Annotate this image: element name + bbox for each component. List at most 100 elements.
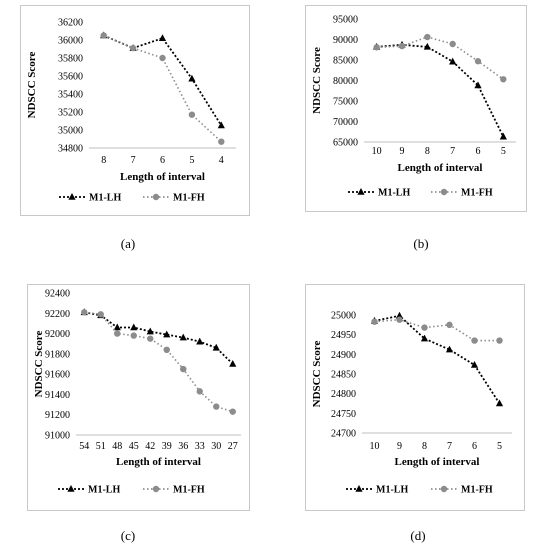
series-line-m1-lh xyxy=(376,43,505,138)
y-tick-label: 70000 xyxy=(333,117,358,128)
data-point-triangle xyxy=(146,327,154,335)
data-point-triangle xyxy=(179,333,187,341)
chart-panel-a: 34800 35000 35200 35400 35600 35800 36000 36200… xyxy=(20,5,250,216)
data-point-circle xyxy=(396,316,403,323)
y-tick-label: 91600 xyxy=(45,370,70,381)
x-tick-label: 8 xyxy=(422,441,427,452)
x-tick-label: 30 xyxy=(211,441,221,452)
data-point-circle xyxy=(229,408,236,415)
data-point-triangle xyxy=(130,323,138,331)
x-axis-label: Length of interval xyxy=(398,162,483,174)
chart-svg-c: 91000 91200 91400 91600 91800 92000 92200 92400… xyxy=(33,289,241,496)
y-tick-label: 24750 xyxy=(331,409,356,420)
x-tick-label: 45 xyxy=(129,441,139,452)
y-tick-label: 24850 xyxy=(331,370,356,381)
legend-marker-circle xyxy=(440,188,448,196)
data-point-circle xyxy=(100,32,107,39)
data-point-triangle xyxy=(499,132,507,140)
data-point-circle xyxy=(147,335,154,342)
y-tick-label: 80000 xyxy=(333,76,358,87)
y-tick-label: 35400 xyxy=(58,90,83,101)
legend-label: M1-FH xyxy=(461,188,493,199)
data-point-triangle xyxy=(474,81,482,89)
legend-label: M1-FH xyxy=(173,485,205,496)
x-tick-label: 5 xyxy=(497,441,502,452)
data-point-circle xyxy=(500,76,507,83)
legend-label: M1-FH xyxy=(461,485,493,496)
y-tick-label: 25000 xyxy=(331,311,356,322)
chart-panel-b: 65000 70000 75000 80000 85000 90000 95000 10 9 8 7… xyxy=(305,5,527,212)
x-axis-label: Length of interval xyxy=(120,171,205,183)
caption-a: (a) xyxy=(120,236,136,251)
x-tick-label: 27 xyxy=(228,441,238,452)
legend-marker-circle xyxy=(152,193,160,201)
y-tick-label: 75000 xyxy=(333,97,358,108)
data-point-circle xyxy=(130,332,137,339)
x-tick-label: 54 xyxy=(79,441,89,452)
data-point-triangle xyxy=(212,343,220,351)
data-point-circle xyxy=(213,403,220,410)
data-point-circle xyxy=(114,330,121,337)
data-point-triangle xyxy=(420,334,429,342)
x-tick-label: 8 xyxy=(425,146,430,157)
x-tick-label: 39 xyxy=(162,441,172,452)
data-point-triangle xyxy=(395,311,404,319)
data-point-triangle xyxy=(196,337,204,345)
y-tick-label: 95000 xyxy=(333,15,358,26)
data-point-circle xyxy=(373,44,380,51)
x-axis-label: Length of interval xyxy=(395,456,480,468)
data-point-circle xyxy=(180,365,187,373)
x-tick-label: 6 xyxy=(160,155,165,166)
data-point-circle xyxy=(449,40,456,48)
data-point-triangle xyxy=(229,360,237,367)
y-tick-label: 90000 xyxy=(333,35,358,46)
y-tick-label: 91000 xyxy=(45,431,70,442)
data-point-circle xyxy=(424,33,431,41)
y-axis-label: NDSCC Score xyxy=(33,331,45,398)
y-tick-label: 91200 xyxy=(45,410,70,421)
data-point-circle xyxy=(159,54,166,62)
legend-label: M1-LH xyxy=(89,193,121,204)
x-tick-label: 5 xyxy=(501,146,506,157)
caption-c: (c) xyxy=(120,528,136,543)
data-point-circle xyxy=(398,42,406,50)
legend-marker-triangle xyxy=(355,485,363,492)
data-point-circle xyxy=(496,337,503,344)
x-tick-label: 6 xyxy=(472,441,477,452)
x-tick-label: 10 xyxy=(370,441,380,452)
x-tick-label: 7 xyxy=(131,155,136,166)
data-point-triangle xyxy=(445,345,454,353)
data-point-circle xyxy=(474,58,482,65)
x-tick-label: 8 xyxy=(101,155,106,166)
y-tick-label: 34800 xyxy=(58,144,83,155)
data-point-triangle xyxy=(113,323,121,331)
y-tick-label: 92000 xyxy=(45,329,70,340)
y-tick-label: 36000 xyxy=(58,36,83,47)
x-tick-label: 7 xyxy=(450,146,455,157)
chart-panel-d: 24700 24750 24800 24850 24900 24950 25000 10 9 8 7… xyxy=(305,284,525,511)
data-point-triangle xyxy=(217,121,225,129)
legend-label: M1-LH xyxy=(378,188,410,199)
data-point-circle xyxy=(163,346,170,353)
x-tick-label: 5 xyxy=(189,155,194,166)
x-tick-label: 10 xyxy=(372,146,382,157)
caption-b: (b) xyxy=(413,236,429,251)
data-point-circle xyxy=(421,324,428,331)
caption-d: (d) xyxy=(410,528,426,543)
series-line-m1-fh xyxy=(103,34,222,143)
x-tick-label: 6 xyxy=(476,146,481,157)
data-point-circle xyxy=(129,44,137,52)
x-axis-label: Length of interval xyxy=(116,456,201,468)
data-point-circle xyxy=(218,138,225,145)
x-tick-label: 36 xyxy=(178,441,188,452)
x-tick-label: 48 xyxy=(112,441,122,452)
y-tick-label: 24800 xyxy=(331,389,356,400)
data-point-circle xyxy=(188,111,196,118)
series-line-m1-lh xyxy=(374,314,501,404)
y-tick-label: 24700 xyxy=(331,429,356,440)
chart-panel-c: 91000 91200 91400 91600 91800 92000 92200 92400… xyxy=(27,284,250,511)
data-point-circle xyxy=(196,388,203,395)
data-point-circle xyxy=(446,321,453,329)
data-point-circle xyxy=(471,337,478,344)
legend-marker-triangle xyxy=(67,485,75,492)
